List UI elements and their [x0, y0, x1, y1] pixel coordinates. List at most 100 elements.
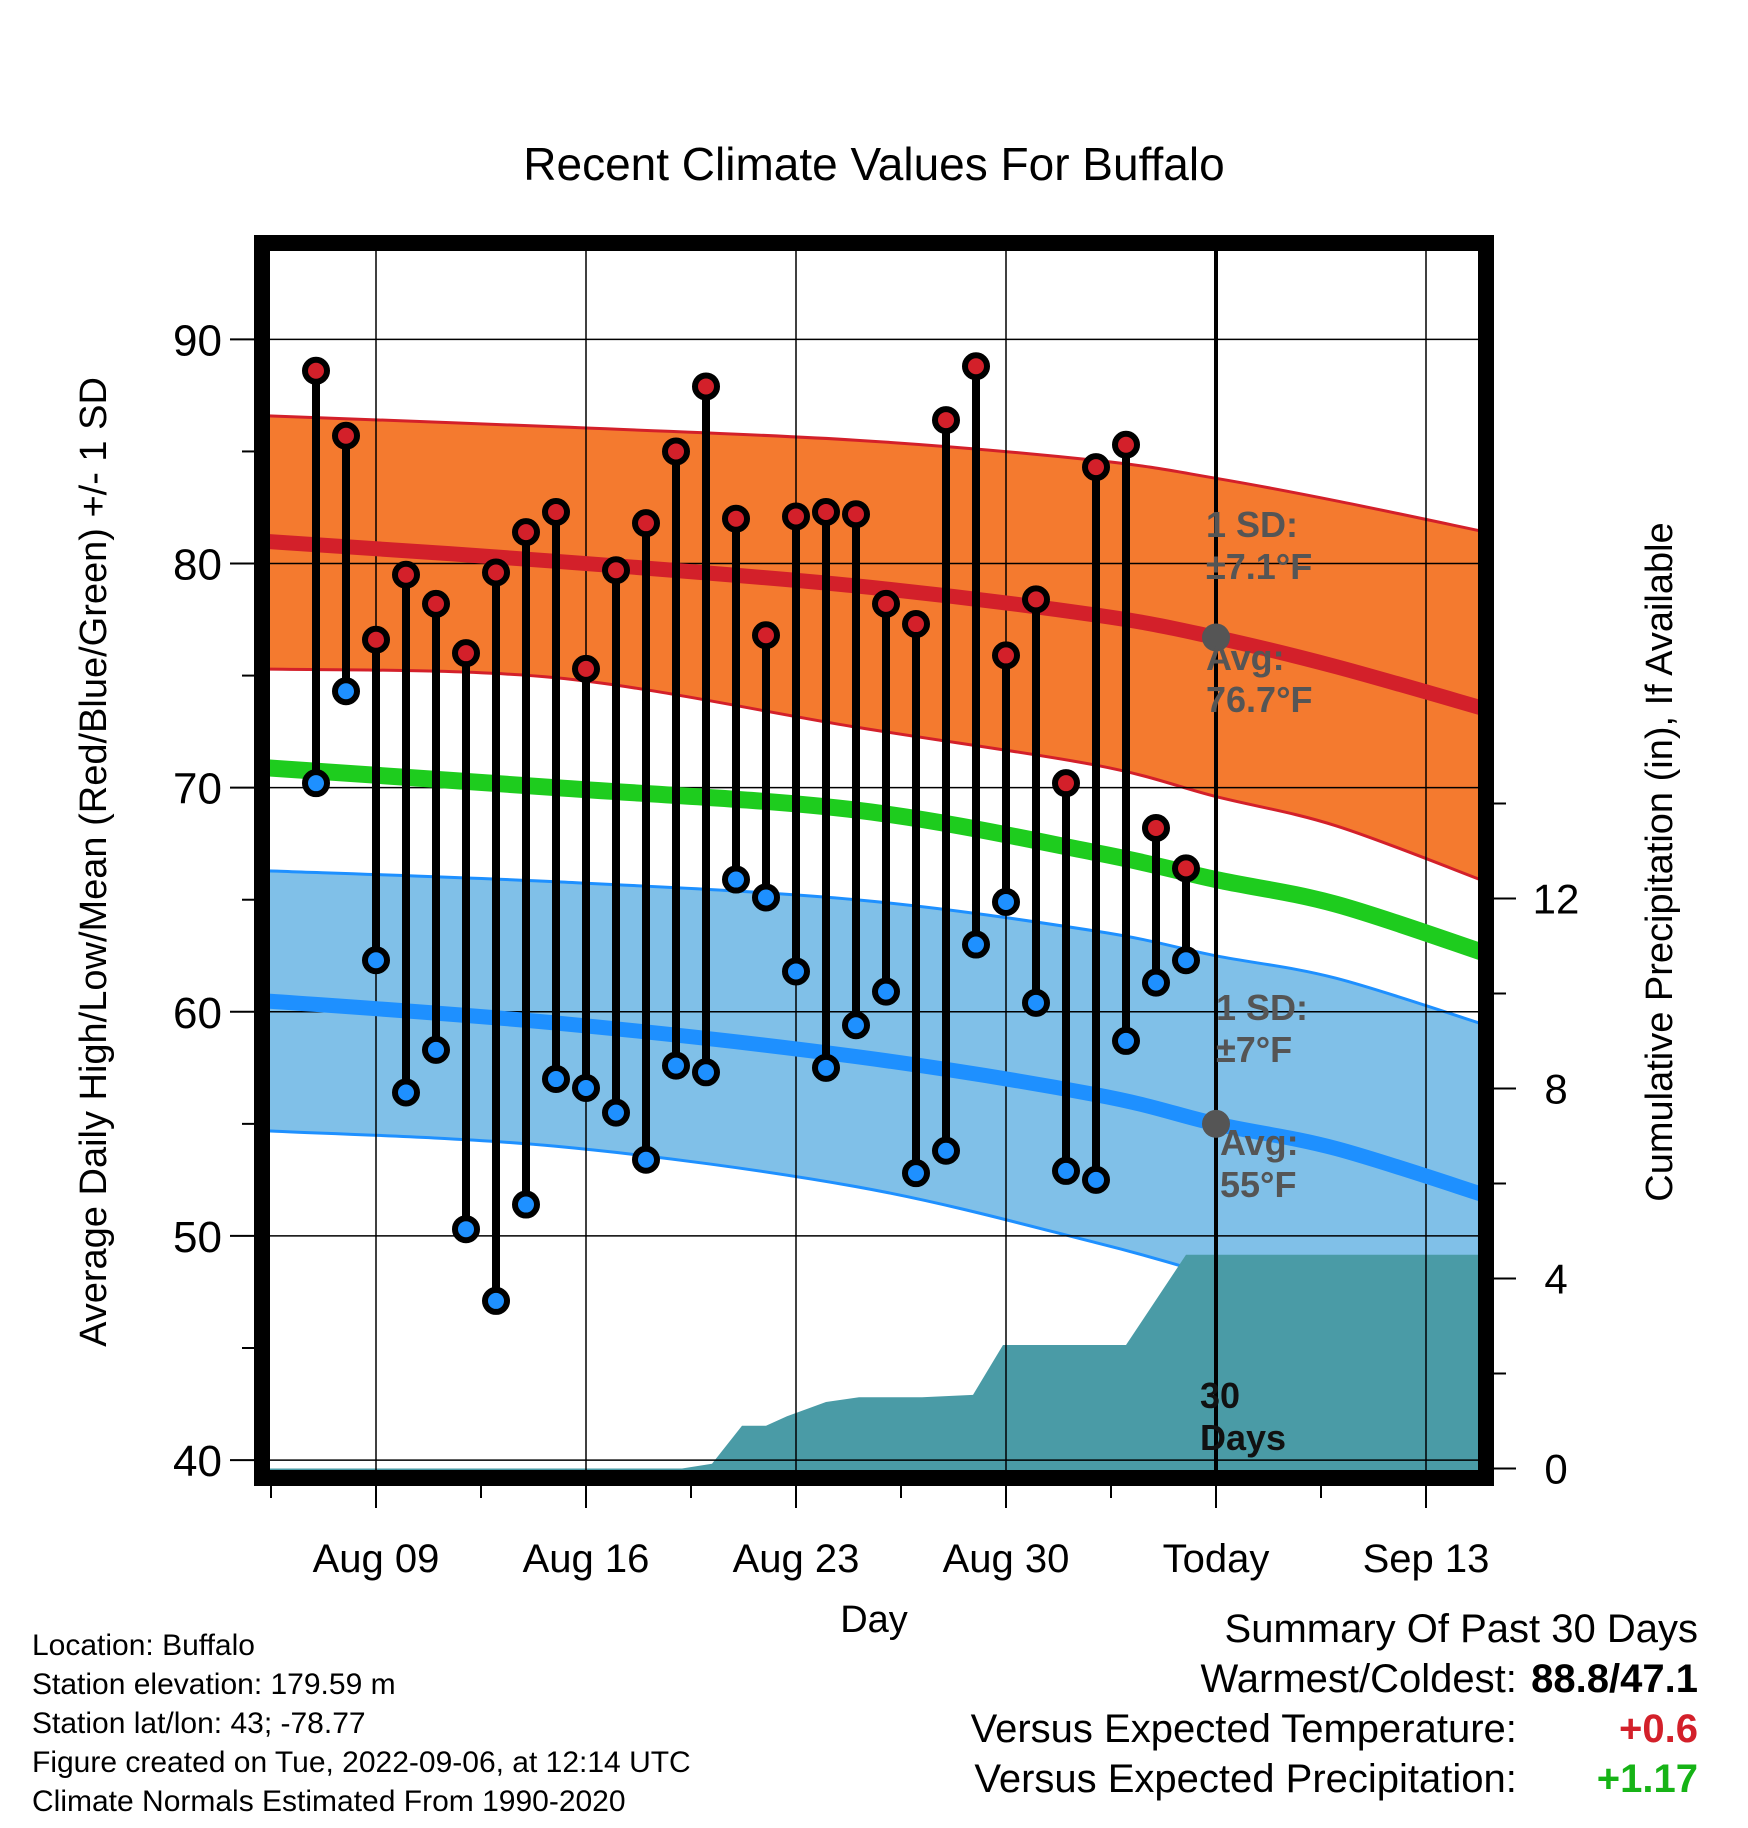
low-sd-label: 1 SD: ±7°F: [1216, 987, 1308, 1070]
low-point: [422, 1035, 450, 1064]
high-point: [902, 610, 930, 639]
high-point: [1022, 585, 1050, 614]
low-sd-band: [262, 870, 1486, 1364]
x-tick-label: Aug 23: [733, 1537, 860, 1581]
high-point: [1172, 854, 1200, 883]
high-point: [812, 497, 840, 526]
low-point: [602, 1098, 630, 1127]
x-tick-label: Today: [1163, 1537, 1270, 1581]
high-point: [1142, 814, 1170, 842]
low-point: [392, 1078, 420, 1107]
high-avg-label: Avg: 76.7°F: [1206, 637, 1312, 720]
high-point: [932, 406, 960, 435]
low-point: [992, 887, 1020, 916]
high-sd-label-line: 1 SD:: [1206, 504, 1298, 545]
low-point: [1022, 988, 1050, 1017]
high-point: [632, 509, 660, 538]
summary-precip-row: Versus Expected Precipitation: +1.17: [971, 1754, 1698, 1804]
high-point: [1052, 769, 1080, 798]
plot-frame: [254, 235, 1494, 1486]
axes: 40 50 60 70 80 90 0 4 8 12 Aug 09 Aug 16 Aug 23 Aug 3…: [173, 316, 1579, 1581]
high-sd-label: 1 SD: ±7.1°F: [1206, 504, 1312, 587]
y2-tick-label: 8: [1544, 1066, 1567, 1113]
plot-border: [254, 235, 1494, 1486]
low-point: [1172, 946, 1200, 975]
y-tick-label: 60: [173, 989, 222, 1038]
low-sd-label-line: ±7°F: [1216, 1029, 1292, 1070]
high-point: [872, 589, 900, 618]
high-point: [512, 518, 540, 547]
low-sd-band-upper-edge: [261, 869, 1487, 1027]
high-point: [482, 558, 510, 587]
low-point: [332, 677, 360, 706]
high-point: [992, 641, 1020, 670]
elevation-text: Station elevation: 179.59 m: [32, 1668, 396, 1701]
high-point: [332, 421, 360, 450]
low-point: [902, 1159, 930, 1188]
low-avg-label: Avg: 55°F: [1220, 1122, 1299, 1205]
low-point: [962, 930, 990, 959]
low-avg-label-line: 55°F: [1220, 1164, 1296, 1205]
today-low-avg-dot: [1202, 1109, 1230, 1138]
y-tick-label: 80: [173, 541, 222, 590]
low-point: [1052, 1156, 1080, 1185]
y2-tick-label: 12: [1533, 876, 1580, 923]
high-point: [782, 502, 810, 531]
summary-title: Summary Of Past 30 Days: [1224, 1607, 1698, 1651]
high-point: [962, 352, 990, 381]
low-point: [1112, 1026, 1140, 1055]
x-tick-label: Aug 09: [313, 1537, 440, 1581]
created-text: Figure created on Tue, 2022-09-06, at 12…: [32, 1746, 691, 1779]
high-point: [392, 560, 420, 589]
high-sd-label-line: ±7.1°F: [1206, 546, 1312, 587]
high-point: [1082, 453, 1110, 482]
y-tick-label: 90: [173, 316, 222, 365]
low-point: [722, 865, 750, 894]
high-point: [1112, 430, 1140, 459]
high-point: [572, 654, 600, 683]
normal-bands: [261, 414, 1487, 1366]
low-avg-line: [261, 993, 1489, 1203]
y-tick-label: 70: [173, 765, 222, 814]
precip-label: Versus Expected Precipitation:: [974, 1757, 1517, 1801]
days-label-line: 30: [1200, 1375, 1240, 1416]
summary-warmest-row: Warmest/Coldest: 88.8/47.1: [971, 1654, 1699, 1704]
high-point: [692, 372, 720, 401]
warmest-label: Warmest/Coldest:: [1200, 1657, 1517, 1701]
summary-panel: Summary Of Past 30 Days Warmest/Coldest:…: [971, 1604, 1698, 1804]
summary-temp-row: Versus Expected Temperature: +0.6: [971, 1704, 1698, 1754]
temp-label: Versus Expected Temperature:: [970, 1707, 1517, 1751]
low-point: [1082, 1165, 1110, 1194]
low-point: [362, 946, 390, 975]
low-point: [1142, 968, 1170, 997]
high-sd-band-upper-edge: [261, 414, 1487, 534]
chart-title: Recent Climate Values For Buffalo: [523, 138, 1224, 190]
normals-text: Climate Normals Estimated From 1990-2020: [32, 1785, 626, 1818]
low-point: [872, 977, 900, 1006]
today-high-avg-dot: [1202, 623, 1230, 652]
high-avg-line: [261, 533, 1489, 717]
low-avg-label-line: Avg:: [1220, 1122, 1299, 1163]
high-point: [302, 356, 330, 385]
location-text: Location: Buffalo: [32, 1629, 255, 1662]
high-point: [362, 625, 390, 654]
low-point: [542, 1065, 570, 1094]
low-point: [302, 769, 330, 798]
y-tick-label: 50: [173, 1213, 222, 1262]
high-point: [602, 556, 630, 585]
precip-value: +1.17: [1596, 1757, 1698, 1801]
y-axis-label: Average Daily High/Low/Mean (Red/Blue/Gr…: [73, 377, 115, 1347]
y2-tick-label: 4: [1544, 1256, 1567, 1303]
high-point: [452, 639, 480, 668]
high-point: [722, 504, 750, 533]
low-point: [692, 1058, 720, 1087]
low-point: [812, 1053, 840, 1082]
low-point: [572, 1074, 600, 1102]
days-label-line: Days: [1200, 1417, 1286, 1458]
high-sd-band: [262, 415, 1486, 882]
high-point: [752, 621, 780, 650]
y2-axis-label: Cumulative Precipitation (in), If Availa…: [1639, 522, 1681, 1201]
low-point: [932, 1136, 960, 1165]
